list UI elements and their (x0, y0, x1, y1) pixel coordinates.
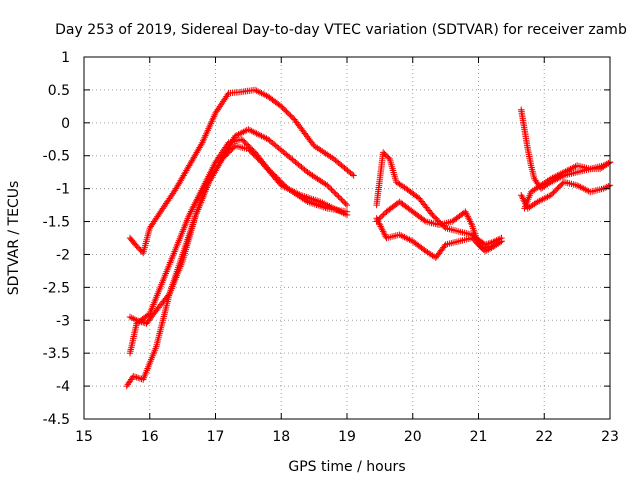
x-tick-label: 23 (601, 429, 619, 445)
y-tick-label: 0 (61, 116, 70, 132)
y-tick-label: -1 (56, 182, 70, 198)
y-tick-label: -3.5 (43, 346, 70, 362)
x-tick-label: 20 (404, 429, 422, 445)
grid (84, 57, 610, 419)
plus-markers (518, 106, 614, 192)
x-axis-label: GPS time / hours (288, 459, 405, 475)
x-tick-label: 19 (338, 429, 356, 445)
series-arc-10 (521, 159, 614, 212)
plus-markers (373, 215, 505, 261)
data-points (123, 86, 614, 390)
x-tick-label: 21 (470, 429, 488, 445)
series-arc-5 (373, 149, 505, 248)
y-axis-label: SDTVAR / TECUs (6, 181, 22, 296)
y-tick-label: 1 (61, 50, 70, 66)
y-tick-label: -2 (56, 247, 70, 263)
x-tick-label: 22 (535, 429, 553, 445)
plus-markers (126, 136, 351, 357)
plus-markers (126, 86, 357, 257)
series-arc-1 (126, 86, 357, 257)
y-tick-label: -4.5 (43, 412, 70, 428)
y-tick-label: -4 (56, 379, 70, 395)
series-arc-2 (126, 126, 351, 327)
axis-ticks: 15 16 17 18 19 20 21 22 23 -4.5 -4 -3.5 -3 -2.5 -2 -1.5… (43, 50, 619, 445)
series-arc-4 (126, 136, 351, 357)
series-arc-7 (373, 215, 505, 261)
y-tick-label: -1.5 (43, 215, 70, 231)
x-tick-label: 18 (272, 429, 290, 445)
y-tick-label: -2.5 (43, 280, 70, 296)
x-tick-label: 16 (141, 429, 159, 445)
y-tick-label: 0.5 (48, 83, 70, 99)
chart-title: Day 253 of 2019, Sidereal Day-to-day VTE… (55, 22, 627, 38)
plus-markers (126, 126, 351, 327)
x-tick-label: 15 (75, 429, 93, 445)
plus-markers (521, 159, 614, 212)
plus-markers (373, 149, 505, 248)
y-tick-label: -0.5 (43, 149, 70, 165)
y-tick-label: -3 (56, 313, 70, 329)
series-arc-8 (518, 106, 614, 192)
x-tick-label: 17 (207, 429, 225, 445)
